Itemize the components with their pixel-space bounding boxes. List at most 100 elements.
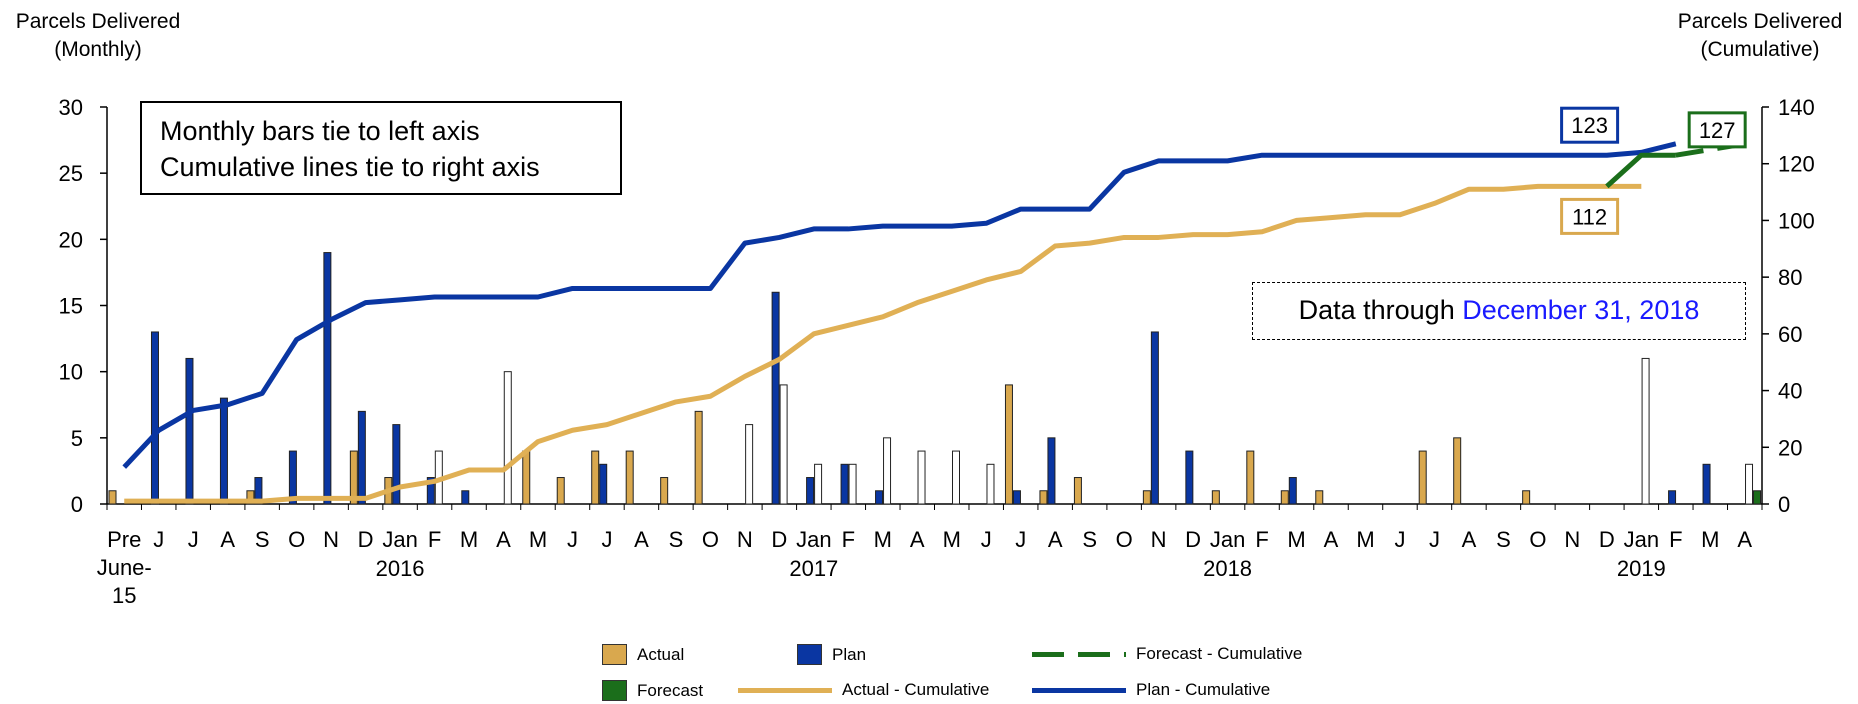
x-tick-label: F	[842, 527, 855, 552]
forecast-cumulative-swatch	[1032, 651, 1126, 657]
actual-bar	[349, 450, 358, 505]
x-tick-label: D	[358, 527, 374, 552]
legend-actual: Actual	[602, 644, 684, 665]
x-tick-label: Jan	[382, 527, 417, 552]
unlabeled-bar	[503, 371, 512, 505]
right-tick-label: 20	[1778, 435, 1802, 460]
plan-swatch	[797, 644, 822, 665]
data-through-prefix: Data through	[1298, 295, 1463, 325]
actual-bar	[1039, 490, 1048, 505]
actual-bar	[1142, 490, 1151, 505]
left-tick-label: 30	[59, 95, 83, 120]
actual-bar	[660, 477, 669, 505]
legend-plan-cumulative: Plan - Cumulative	[1032, 680, 1270, 700]
actual-bar	[1315, 490, 1324, 505]
x-tick-label: A	[1324, 527, 1339, 552]
callout-label: 112	[1572, 204, 1607, 229]
plan-bar	[1047, 437, 1056, 505]
plan-bar	[1288, 477, 1297, 505]
x-tick-label: A	[1048, 527, 1063, 552]
x-tick-label: J	[1429, 527, 1440, 552]
plan-bar	[185, 357, 194, 505]
callout-box	[1687, 111, 1747, 149]
legend-forecast-cumulative-label: Forecast - Cumulative	[1136, 644, 1303, 663]
actual-bar	[694, 410, 703, 505]
left-tick-label: 20	[59, 227, 83, 252]
right-tick-label: 60	[1778, 322, 1802, 347]
x-tick-label: Jan	[1624, 527, 1659, 552]
legend-plan-cumulative-label: Plan - Cumulative	[1136, 680, 1271, 699]
plan-bar	[806, 477, 815, 505]
x-tick-label: A	[1737, 527, 1752, 552]
x-tick-label: M	[943, 527, 961, 552]
right-tick-label: 140	[1778, 95, 1815, 120]
actual-bar	[522, 450, 531, 505]
left-tick-label: 10	[59, 360, 83, 385]
x-tick-label: M	[874, 527, 892, 552]
legend-actual-cumulative-label: Actual - Cumulative	[842, 680, 990, 699]
callout-box	[1560, 106, 1620, 144]
callout-label: 123	[1571, 113, 1608, 138]
plan-bar	[150, 331, 159, 505]
data-through-box: Data through December 31, 2018	[1252, 282, 1746, 340]
plan-cumulative-line	[122, 141, 1677, 469]
x-tick-label: F	[1669, 527, 1682, 552]
callout-box	[1560, 197, 1620, 235]
year-label: 2019	[1617, 556, 1666, 581]
actual-cumulative-line	[124, 183, 1642, 504]
year-label: 2016	[376, 556, 425, 581]
plan-bar	[357, 410, 366, 505]
right-tick-label: 100	[1778, 208, 1815, 233]
forecast-bar	[1753, 490, 1762, 505]
plan-bar	[1702, 463, 1711, 505]
x-tick-label: A	[496, 527, 511, 552]
x-tick-label: S	[1496, 527, 1511, 552]
right-axis-title-line1: Parcels Delivered	[1677, 10, 1843, 33]
plan-cumulative-swatch	[1032, 687, 1126, 693]
legend-plan: Plan	[797, 644, 866, 665]
x-tick-label: Pre	[107, 527, 141, 552]
actual-bar	[1418, 450, 1427, 505]
left-tick-label: 5	[71, 426, 83, 451]
right-tick-label: 80	[1778, 265, 1802, 290]
callout-label: 127	[1699, 118, 1736, 143]
left-axis-title: Parcels Delivered (Monthly)	[8, 8, 188, 64]
plan-bar	[461, 490, 470, 505]
x-tick-label: J	[188, 527, 199, 552]
actual-bar	[625, 450, 634, 505]
axis-note-box: Monthly bars tie to left axis Cumulative…	[140, 101, 622, 195]
unlabeled-bar	[745, 424, 754, 505]
actual-cumulative-swatch	[738, 687, 832, 693]
plan-bar	[771, 291, 780, 505]
x-tick-label: O	[1116, 527, 1133, 552]
x-tick-label: J	[981, 527, 992, 552]
left-tick-label: 25	[59, 161, 83, 186]
x-tick-label: J	[153, 527, 164, 552]
plan-bar	[392, 424, 401, 505]
unlabeled-bar	[986, 463, 995, 505]
actual-bar	[556, 477, 565, 505]
x-tick-label: J	[1394, 527, 1405, 552]
legend-forecast-label: Forecast	[637, 680, 704, 700]
unlabeled-bar	[848, 463, 857, 505]
unlabeled-bar	[814, 463, 823, 505]
x-tick-label: M	[460, 527, 478, 552]
plan-bar	[288, 450, 297, 505]
actual-bar	[1522, 490, 1531, 505]
legend-forecast: Forecast	[602, 680, 703, 701]
x-tick-label: M	[1701, 527, 1719, 552]
actual-bar	[1280, 490, 1289, 505]
year-label: 2018	[1203, 556, 1252, 581]
year-label: 2017	[789, 556, 838, 581]
x-tick-label: A	[220, 527, 235, 552]
actual-bar	[1211, 490, 1220, 505]
x-tick-label: M	[529, 527, 547, 552]
actual-bar	[1073, 477, 1082, 505]
forecast-swatch	[602, 680, 627, 701]
plan-bar	[426, 477, 435, 505]
left-tick-label: 0	[71, 492, 83, 517]
axis-note-line2: Cumulative lines tie to right axis	[160, 152, 540, 182]
right-axis-title-line2: (Cumulative)	[1700, 38, 1820, 61]
right-tick-label: 0	[1778, 492, 1790, 517]
plan-bar	[254, 477, 263, 505]
